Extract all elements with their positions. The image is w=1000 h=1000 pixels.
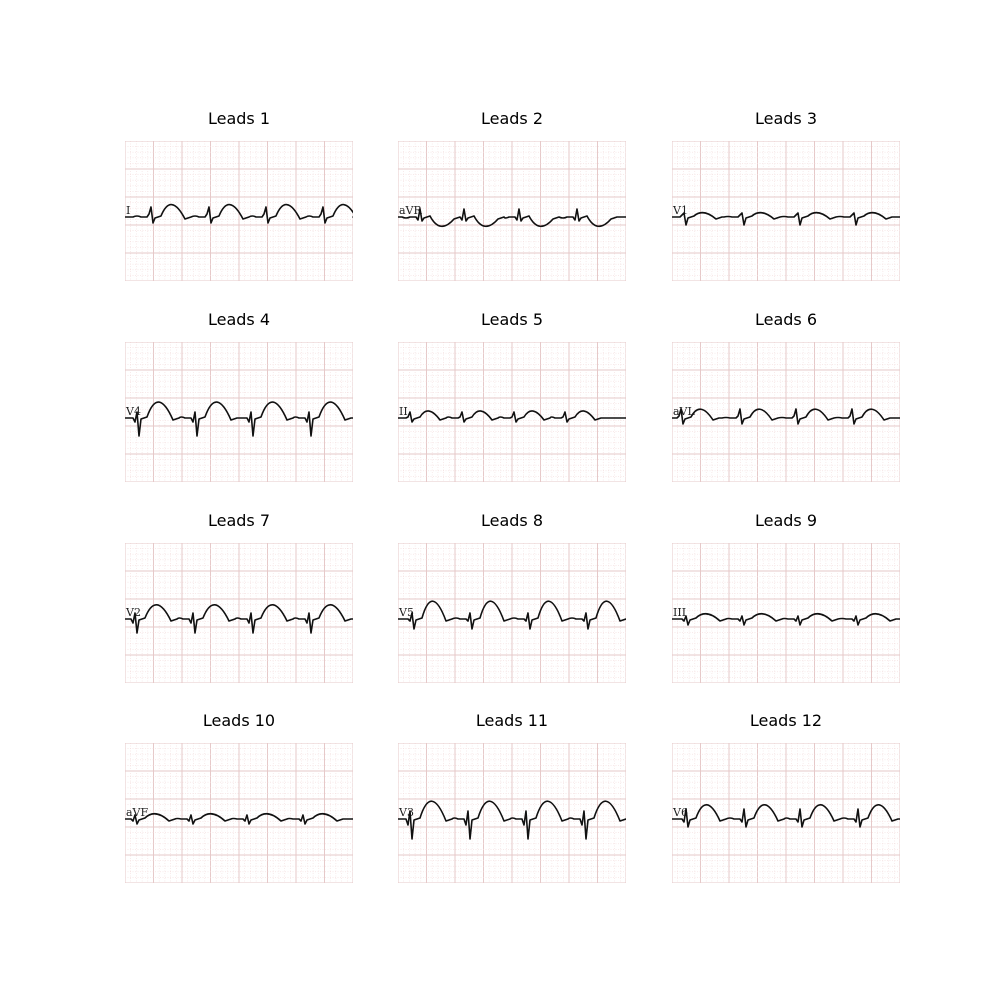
ecg-grid <box>125 141 353 281</box>
ecg-grid <box>672 543 900 683</box>
lead-label: II <box>399 405 408 418</box>
ecg-trace <box>125 604 353 634</box>
ecg-panel: Leads 3 V1 <box>672 108 900 288</box>
panel-title: Leads 12 <box>749 711 823 730</box>
ecg-panel: Leads 11 V3 <box>398 710 626 890</box>
ecg-panel: Leads 7 V2 <box>125 510 353 690</box>
ecg-trace <box>398 800 626 840</box>
ecg-strip: aVR <box>398 141 626 281</box>
lead-label: V3 <box>398 806 414 819</box>
lead-label: III <box>673 606 686 619</box>
panel-title: Leads 6 <box>754 310 818 329</box>
ecg-panel: Leads 12 V6 <box>672 710 900 890</box>
ecg-trace <box>672 613 900 626</box>
ecg-panel: Leads 5 II <box>398 309 626 489</box>
lead-label: aVF <box>126 806 149 819</box>
ecg-strip: V3 <box>398 743 626 883</box>
panel-title: Leads 11 <box>475 711 549 730</box>
ecg-strip: V5 <box>398 543 626 683</box>
lead-label: V6 <box>672 806 688 819</box>
panel-title: Leads 5 <box>480 310 544 329</box>
lead-label: V2 <box>125 606 141 619</box>
ecg-panel: Leads 2 aVR <box>398 108 626 288</box>
ecg-trace <box>125 203 353 224</box>
ecg-strip: III <box>672 543 900 683</box>
panel-title: Leads 9 <box>754 511 818 530</box>
ecg-trace <box>125 401 353 437</box>
panel-title: Leads 3 <box>754 109 818 128</box>
panel-title: Leads 4 <box>207 310 271 329</box>
panel-title: Leads 10 <box>202 711 276 730</box>
ecg-strip: V2 <box>125 543 353 683</box>
lead-label: aVR <box>399 204 423 217</box>
lead-label: V4 <box>125 405 141 418</box>
ecg-trace <box>398 410 626 423</box>
ecg-trace <box>398 600 626 630</box>
ecg-trace <box>398 208 626 228</box>
ecg-panel: Leads 4 V4 <box>125 309 353 489</box>
ecg-strip: I <box>125 141 353 281</box>
ecg-panel: Leads 8 V5 <box>398 510 626 690</box>
ecg-strip: aVL <box>672 342 900 482</box>
ecg-grid <box>398 543 626 683</box>
ecg-grid <box>125 543 353 683</box>
lead-label: V5 <box>398 606 414 619</box>
ecg-trace <box>672 804 900 828</box>
panel-title: Leads 8 <box>480 511 544 530</box>
ecg-trace <box>125 813 353 825</box>
lead-label: V1 <box>672 204 688 217</box>
ecg-grid <box>398 743 626 883</box>
ecg-strip: aVF <box>125 743 353 883</box>
ecg-grid <box>672 743 900 883</box>
panel-title: Leads 1 <box>207 109 271 128</box>
ecg-grid <box>672 342 900 482</box>
panel-title: Leads 2 <box>480 109 544 128</box>
panel-title: Leads 7 <box>207 511 271 530</box>
ecg-strip: II <box>398 342 626 482</box>
ecg-panel: Leads 1 I <box>125 108 353 288</box>
ecg-grid <box>125 342 353 482</box>
ecg-strip: V4 <box>125 342 353 482</box>
ecg-grid <box>672 141 900 281</box>
ecg-panel: Leads 9 III <box>672 510 900 690</box>
ecg-grid <box>398 141 626 281</box>
ecg-panel: Leads 6 aVL <box>672 309 900 489</box>
ecg-strip: V1 <box>672 141 900 281</box>
ecg-trace <box>672 211 900 226</box>
ecg-strip: V6 <box>672 743 900 883</box>
ecg-grid <box>125 743 353 883</box>
ecg-panel: Leads 10 aVF <box>125 710 353 890</box>
ecg-trace <box>672 408 900 425</box>
lead-label: I <box>126 204 130 217</box>
